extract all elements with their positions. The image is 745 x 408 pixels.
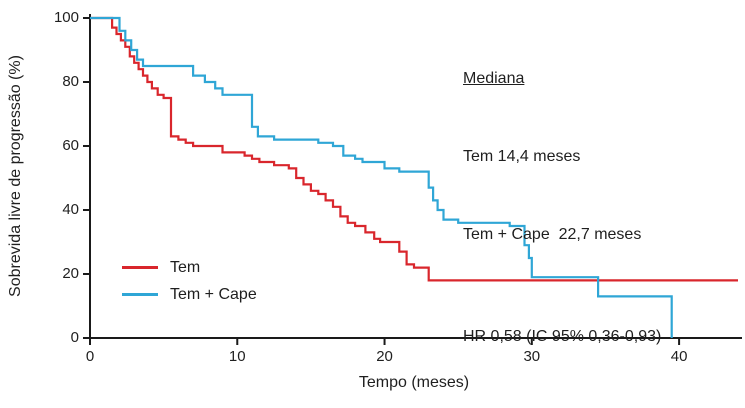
median-line-tem-cape: Tem + Cape 22,7 meses (463, 226, 642, 243)
tem-cape-line-swatch (122, 293, 158, 296)
legend: Tem Tem + Cape (122, 254, 257, 308)
p-value-line: P=0,023 (463, 402, 661, 408)
legend-label-tem-cape: Tem + Cape (170, 285, 257, 303)
legend-item-tem: Tem (122, 254, 257, 281)
annotation-block: Mediana Tem 14,4 meses Tem + Cape 22,7 m… (463, 14, 661, 408)
y-tick-label: 0 (70, 329, 79, 346)
y-tick-label: 80 (62, 73, 79, 90)
y-tick-label: 60 (62, 137, 79, 154)
series-line-tem-cape (90, 16, 673, 338)
legend-label-tem: Tem (170, 258, 201, 276)
y-tick-label: 40 (62, 201, 79, 218)
x-tick-label: 20 (376, 348, 393, 365)
tem-line-swatch (122, 266, 158, 269)
y-tick-label: 20 (62, 265, 79, 282)
y-tick-label: 100 (53, 9, 79, 26)
median-title: Mediana (463, 70, 525, 87)
series-line-tem (90, 16, 738, 282)
x-axis-title: Tempo (meses) (358, 374, 470, 391)
hr-line: HR 0,58 (IC 95% 0,36-0,93) (463, 328, 662, 345)
x-tick-label: 10 (228, 348, 246, 365)
y-axis-title: Sobrevida livre de progressão (%) (7, 55, 24, 297)
median-line-tem: Tem 14,4 meses (463, 148, 581, 165)
x-tick-label: 0 (85, 348, 95, 365)
legend-item-tem-cape: Tem + Cape (122, 281, 257, 308)
x-tick-label: 30 (523, 348, 541, 365)
x-tick-label: 40 (670, 348, 688, 365)
